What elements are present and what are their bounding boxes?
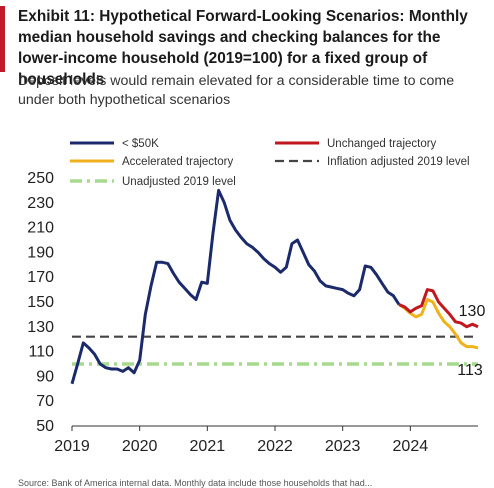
end-value-label-0: 130 [459,303,486,320]
x-tick-label: 2020 [122,438,158,455]
legend-label-3: Inflation adjusted 2019 level [327,156,470,168]
y-tick-label: 150 [27,294,54,311]
chart-series [70,188,479,385]
y-tick-label: 110 [28,344,54,361]
y-tick-label: 170 [27,269,54,286]
chart-annotations: 130 113 [457,303,485,379]
x-tick-label: 2021 [190,438,226,455]
x-tick-label: 2022 [257,438,293,455]
y-tick-label: 90 [36,368,54,385]
y-tick-label: 210 [27,220,54,237]
series-line-0 [70,188,401,385]
y-tick-label: 70 [36,393,54,410]
chart-title: Exhibit 11: Hypothetical Forward-Looking… [18,8,468,88]
chart-legend: < $50K Unchanged trajectory Accelerated tr… [70,138,470,188]
legend-label-0: < $50K [122,138,159,150]
y-tick-label: 230 [27,195,54,212]
legend-label-1: Unchanged trajectory [327,138,437,150]
title-accent-bar [0,6,5,72]
source-note: Source: Bank of America internal data. M… [18,478,373,488]
legend-label-2: Accelerated trajectory [122,156,233,168]
series-line-2 [398,298,479,350]
x-tick-label: 2024 [393,438,429,455]
y-tick-label: 50 [36,418,54,435]
chart-subtitle: Deposit levels would remain elevated for… [18,73,455,108]
legend-label-4: Unadjusted 2019 level [122,176,236,188]
x-tick-label: 2023 [325,438,361,455]
y-tick-label: 190 [27,244,54,261]
end-value-label-1: 113 [457,362,483,379]
x-tick-label: 2019 [54,438,90,455]
y-tick-label: 130 [27,319,54,336]
y-tick-label: 250 [27,170,54,187]
series-line-1 [398,288,479,329]
